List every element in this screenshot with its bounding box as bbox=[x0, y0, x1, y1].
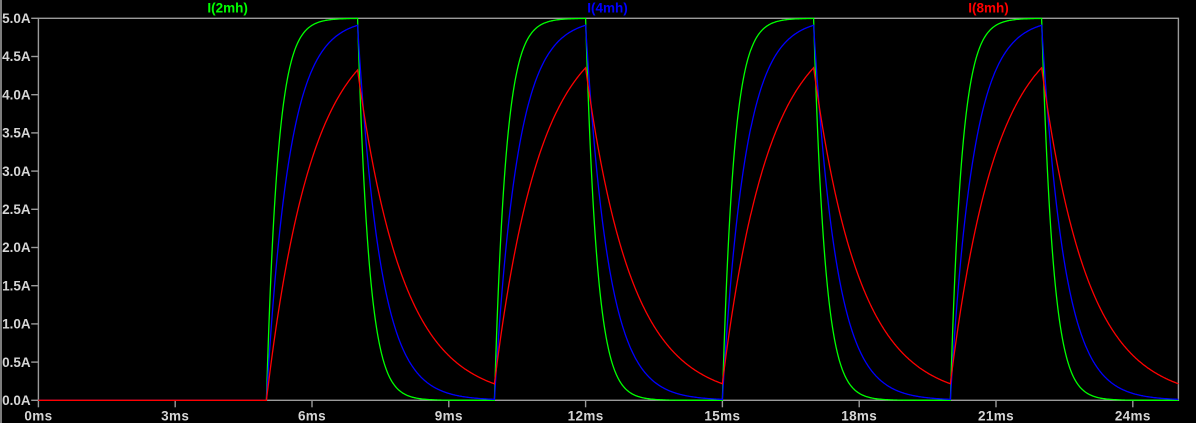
svg-text:4.0A: 4.0A bbox=[2, 87, 31, 102]
svg-text:2.5A: 2.5A bbox=[2, 202, 31, 217]
svg-text:18ms: 18ms bbox=[841, 409, 877, 423]
svg-text:3.5A: 3.5A bbox=[2, 126, 31, 141]
svg-text:1.0A: 1.0A bbox=[2, 317, 31, 332]
svg-text:12ms: 12ms bbox=[568, 409, 604, 423]
svg-text:3ms: 3ms bbox=[161, 409, 189, 423]
svg-text:0.0A: 0.0A bbox=[2, 393, 31, 408]
svg-text:24ms: 24ms bbox=[1115, 409, 1151, 423]
svg-text:I(2mh): I(2mh) bbox=[207, 1, 248, 16]
svg-text:0.5A: 0.5A bbox=[2, 355, 31, 370]
svg-text:15ms: 15ms bbox=[704, 409, 740, 423]
svg-text:3.0A: 3.0A bbox=[2, 164, 31, 179]
svg-text:I(8mh): I(8mh) bbox=[968, 1, 1009, 16]
svg-text:I(4mh): I(4mh) bbox=[587, 1, 628, 16]
svg-text:0ms: 0ms bbox=[24, 409, 52, 423]
svg-text:1.5A: 1.5A bbox=[2, 278, 31, 293]
svg-text:5.0A: 5.0A bbox=[2, 11, 31, 26]
svg-text:4.5A: 4.5A bbox=[2, 49, 31, 64]
svg-text:21ms: 21ms bbox=[978, 409, 1014, 423]
svg-text:6ms: 6ms bbox=[298, 409, 326, 423]
svg-text:9ms: 9ms bbox=[435, 409, 463, 423]
svg-text:2.0A: 2.0A bbox=[2, 240, 31, 255]
